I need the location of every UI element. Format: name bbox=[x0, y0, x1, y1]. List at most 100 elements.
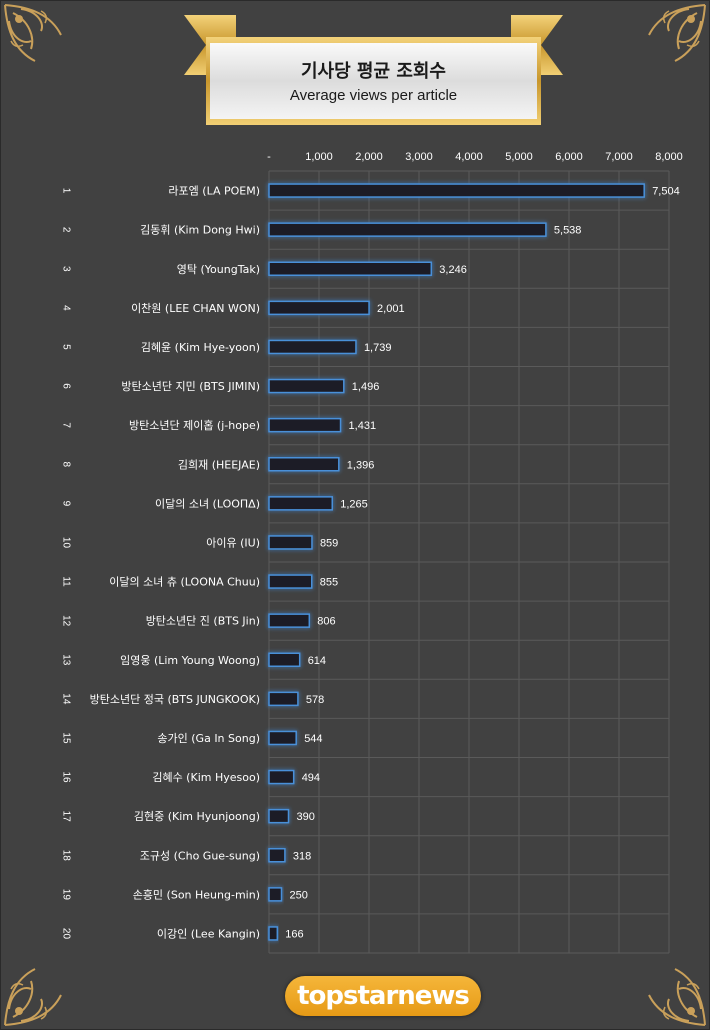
rank-label: 12 bbox=[60, 615, 71, 627]
bar bbox=[268, 222, 547, 237]
rank-label: 9 bbox=[60, 501, 71, 507]
rank-label: 20 bbox=[60, 928, 71, 940]
category-label: 방탄소년단 진 (BTS Jin) bbox=[146, 615, 260, 628]
value-label: 390 bbox=[297, 811, 315, 823]
bar bbox=[268, 652, 301, 667]
bar bbox=[268, 183, 645, 198]
rank-label: 14 bbox=[60, 693, 71, 705]
rank-label: 11 bbox=[60, 576, 71, 587]
value-label: 1,396 bbox=[347, 459, 375, 471]
bar bbox=[268, 926, 279, 941]
category-label: 김동휘 (Kim Dong Hwi) bbox=[140, 224, 260, 237]
value-label: 614 bbox=[308, 655, 326, 667]
bar bbox=[268, 457, 340, 472]
category-label: 방탄소년단 제이홉 (j-hope) bbox=[129, 418, 260, 432]
rank-label: 16 bbox=[60, 771, 71, 783]
bar bbox=[268, 574, 313, 589]
value-label: 1,739 bbox=[364, 342, 392, 354]
logo-text: topstarnews bbox=[297, 981, 470, 1011]
category-label: 아이유 (IU) bbox=[206, 536, 260, 549]
category-label: 조규성 (Cho Gue-sung) bbox=[140, 849, 260, 862]
value-label: 1,496 bbox=[352, 381, 380, 393]
bar bbox=[268, 535, 313, 550]
ornament-top-right bbox=[648, 4, 706, 62]
category-label: 이달의 소녀 (LOOΠΔ) bbox=[155, 497, 260, 510]
category-label: 이달의 소녀 츄 (LOONA Chuu) bbox=[109, 576, 260, 589]
x-tick-label: 7,000 bbox=[605, 151, 633, 163]
value-label: 5,538 bbox=[554, 225, 582, 237]
rank-label: 3 bbox=[60, 266, 71, 272]
category-label: 이강인 (Lee Kangin) bbox=[157, 927, 260, 940]
rank-label: 2 bbox=[60, 227, 71, 233]
x-tick-label: 1,000 bbox=[305, 151, 333, 163]
rank-label: 6 bbox=[60, 383, 71, 389]
x-tick-label: 5,000 bbox=[505, 151, 533, 163]
value-label: 494 bbox=[302, 772, 320, 784]
rank-label: 4 bbox=[60, 305, 71, 311]
rank-label: 19 bbox=[60, 889, 71, 901]
category-label: 송가인 (Ga In Song) bbox=[157, 732, 260, 745]
category-label: 손흥민 (Son Heung-min) bbox=[133, 887, 260, 901]
bar bbox=[268, 613, 311, 628]
value-label: 1,265 bbox=[340, 498, 368, 510]
ornament-bottom-left bbox=[4, 968, 62, 1026]
rank-label: 17 bbox=[60, 811, 71, 823]
x-tick-label: - bbox=[267, 151, 271, 163]
category-label: 김현중 (Kim Hyunjoong) bbox=[134, 810, 260, 823]
value-label: 2,001 bbox=[377, 303, 405, 315]
category-label: 방탄소년단 지민 (BTS JIMIN) bbox=[121, 380, 260, 393]
bar bbox=[268, 691, 299, 707]
ornament-bottom-right bbox=[648, 968, 706, 1026]
rank-label: 5 bbox=[60, 344, 71, 350]
category-label: 임영웅 (Lim Young Woong) bbox=[120, 654, 260, 667]
title-banner: 기사당 평균 조회수 Average views per article bbox=[176, 9, 571, 129]
rank-label: 8 bbox=[60, 461, 71, 467]
value-label: 859 bbox=[320, 537, 338, 549]
value-label: 544 bbox=[304, 733, 322, 745]
topstarnews-logo: topstarnews bbox=[285, 976, 481, 1016]
bar bbox=[268, 887, 283, 902]
x-tick-label: 3,000 bbox=[405, 151, 433, 163]
value-label: 318 bbox=[293, 850, 311, 862]
ribbon-graphic bbox=[184, 15, 563, 125]
value-label: 578 bbox=[306, 694, 324, 706]
value-label: 3,246 bbox=[439, 264, 467, 276]
ornament-top-left bbox=[4, 4, 62, 62]
category-label: 이찬원 (LEE CHAN WON) bbox=[131, 301, 260, 315]
bar bbox=[268, 808, 290, 824]
bar bbox=[268, 417, 342, 433]
category-label: 영탁 (YoungTak) bbox=[177, 263, 260, 276]
rank-label: 1 bbox=[60, 188, 71, 194]
value-label: 855 bbox=[320, 577, 338, 589]
rank-label: 18 bbox=[60, 850, 71, 862]
rank-label: 13 bbox=[60, 654, 71, 666]
category-label: 김희재 (HEEJAE) bbox=[178, 458, 260, 471]
bar bbox=[268, 378, 345, 394]
category-label: 라포엠 (LA POEM) bbox=[168, 185, 260, 198]
value-label: 166 bbox=[285, 928, 303, 940]
bar bbox=[268, 769, 295, 785]
category-label: 김혜수 (Kim Hyesoo) bbox=[152, 771, 260, 784]
rank-label: 7 bbox=[60, 422, 71, 428]
value-label: 250 bbox=[290, 889, 308, 901]
category-label: 김혜윤 (Kim Hye-yoon) bbox=[141, 341, 260, 354]
x-tick-label: 6,000 bbox=[555, 151, 583, 163]
category-label: 방탄소년단 정국 (BTS JUNGKOOK) bbox=[90, 693, 260, 706]
x-tick-label: 8,000 bbox=[655, 151, 683, 163]
bar bbox=[268, 730, 297, 746]
value-label: 1,431 bbox=[349, 420, 377, 432]
x-tick-label: 4,000 bbox=[455, 151, 483, 163]
bar bbox=[268, 339, 357, 355]
chart-subtitle: Average views per article bbox=[289, 87, 458, 104]
x-tick-label: 2,000 bbox=[355, 151, 383, 163]
value-label: 7,504 bbox=[652, 186, 680, 198]
rank-label: 10 bbox=[60, 537, 71, 549]
bar bbox=[268, 261, 433, 276]
chart-title: 기사당 평균 조회수 bbox=[300, 61, 446, 82]
bar bbox=[268, 300, 370, 316]
rank-label: 15 bbox=[60, 732, 71, 744]
bar bbox=[268, 848, 286, 863]
value-label: 806 bbox=[317, 616, 335, 628]
